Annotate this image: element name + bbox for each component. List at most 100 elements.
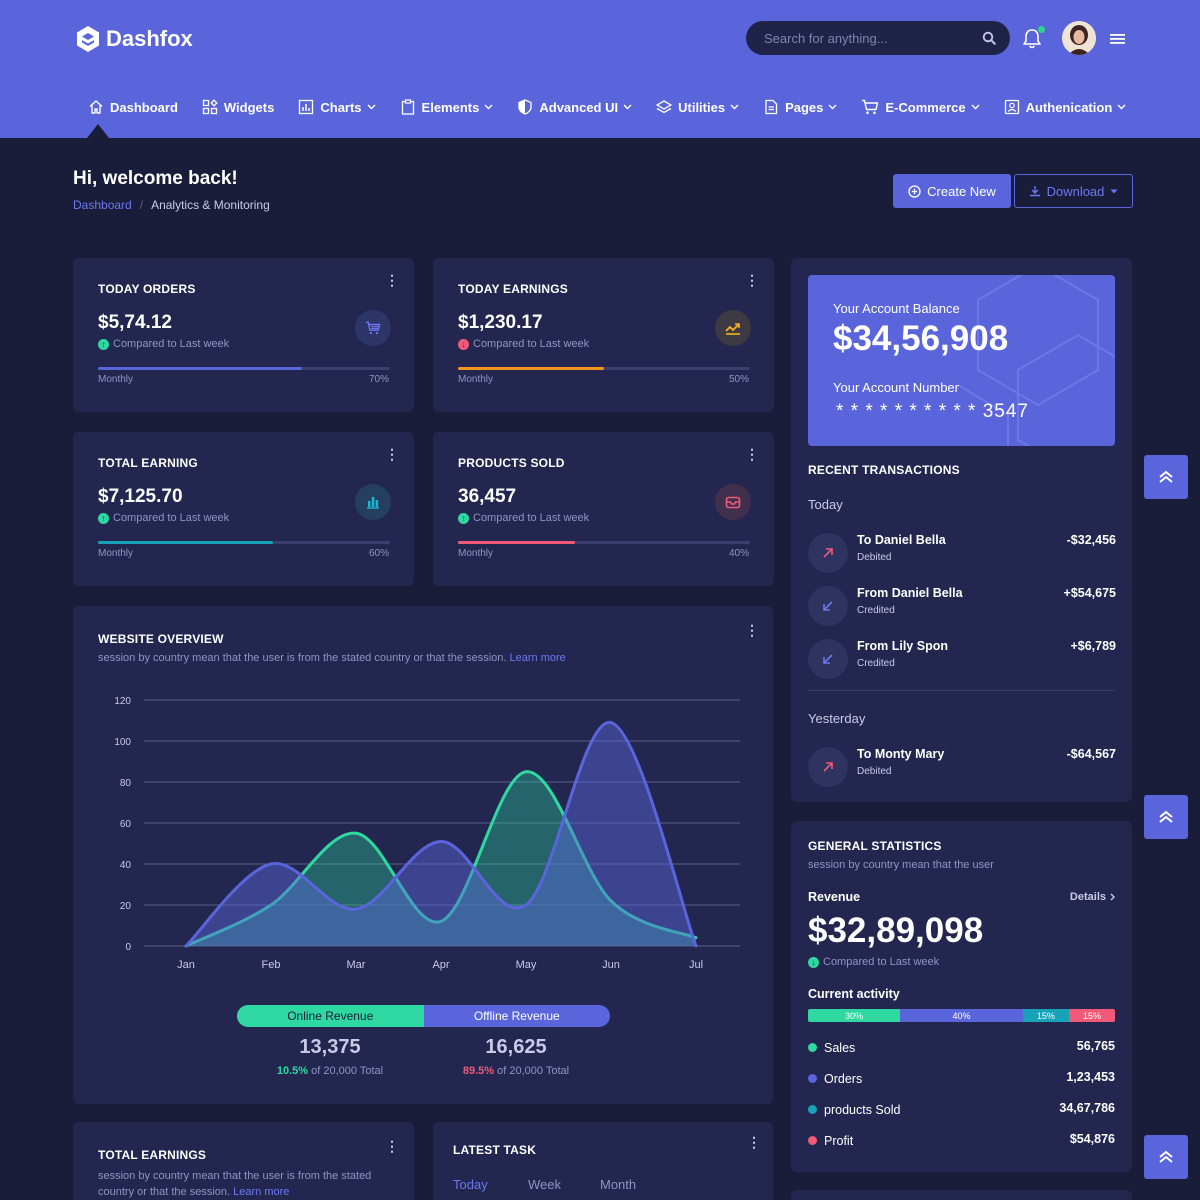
tab-today[interactable]: Today xyxy=(453,1177,488,1192)
learn-more-link[interactable]: Learn more xyxy=(233,1186,290,1198)
search-bar[interactable] xyxy=(746,21,1010,55)
nav-item-authentication[interactable]: Authenication xyxy=(1004,99,1127,115)
series-area xyxy=(186,722,696,946)
online-revenue-pill[interactable]: Online Revenue xyxy=(237,1005,424,1027)
legend-dot xyxy=(808,1043,817,1052)
data-point xyxy=(184,944,188,948)
online-total: of 20,000 Total xyxy=(311,1065,384,1077)
breadcrumb-link-dashboard[interactable]: Dashboard xyxy=(73,198,132,212)
nav-item-ecommerce[interactable]: E-Commerce xyxy=(861,99,980,115)
plus-circle-icon xyxy=(908,184,921,198)
stat-progress-fill xyxy=(98,541,274,544)
data-point xyxy=(694,936,698,940)
nav-item-pages[interactable]: Pages xyxy=(763,99,837,115)
nav-label: Dashboard xyxy=(110,99,178,115)
x-tick-label: Jun xyxy=(602,959,620,971)
nav-item-charts[interactable]: Charts xyxy=(298,99,376,115)
yesterday-label: Yesterday xyxy=(808,711,866,726)
series-area xyxy=(186,771,696,946)
activity-label: products Sold xyxy=(824,1103,901,1117)
transaction-name: To Monty Mary xyxy=(857,747,945,761)
activity-row: products Sold 34,67,786 xyxy=(808,1101,1115,1119)
transaction-status: Debited xyxy=(857,552,892,563)
transactions-title: RECENT TRANSACTIONS xyxy=(808,463,960,477)
total-earnings-title: TOTAL EARNINGS xyxy=(98,1148,207,1162)
scroll-up-button[interactable] xyxy=(1144,1135,1188,1179)
stat-progress-fill xyxy=(458,367,604,370)
transaction-item[interactable]: From Daniel Bella Credited +$54,675 xyxy=(808,584,1116,628)
online-revenue-value: 13,375 xyxy=(299,1036,361,1058)
balance-value: $34,56,908 xyxy=(833,319,1009,358)
nav-item-advanced-ui[interactable]: Advanced UI xyxy=(517,99,632,115)
transaction-name: From Daniel Bella xyxy=(857,586,963,600)
stat-period: Monthly xyxy=(458,374,494,385)
nav-label: Utilities xyxy=(678,99,726,115)
double-chevron-up-icon xyxy=(1158,1150,1174,1164)
data-point xyxy=(354,831,358,835)
kebab-menu-icon[interactable]: ⋮ xyxy=(745,446,759,462)
latest-task-card: LATEST TASK ⋮ Today Week Month xyxy=(433,1122,773,1200)
stat-value: $5,74.12 xyxy=(98,312,172,333)
general-stats-subtitle: session by country mean that the user xyxy=(808,859,994,871)
cart-icon xyxy=(355,310,391,346)
tab-month[interactable]: Month xyxy=(600,1177,637,1192)
account-number-label: Your Account Number xyxy=(833,380,959,395)
arrow-down-circle-icon: ↓ xyxy=(808,956,819,968)
search-input[interactable] xyxy=(764,30,982,46)
data-point xyxy=(439,919,443,923)
brand-logo[interactable]: Dashfox xyxy=(76,25,193,53)
stat-compare-text: Compared to Last week xyxy=(473,512,590,524)
nav-label: Charts xyxy=(320,99,362,115)
stat-progress xyxy=(458,541,750,544)
nav-label: Elements xyxy=(421,99,480,115)
kebab-menu-icon[interactable]: ⋮ xyxy=(747,1134,761,1150)
offline-revenue-pill[interactable]: Offline Revenue xyxy=(423,1005,610,1027)
kebab-menu-icon[interactable]: ⋮ xyxy=(385,1138,399,1154)
trend-up-icon: ↑ xyxy=(98,338,109,350)
stat-percent: 60% xyxy=(368,548,389,559)
tab-week[interactable]: Week xyxy=(528,1177,561,1192)
transaction-item[interactable]: From Lily Spon Credited +$6,789 xyxy=(808,637,1116,681)
activity-segment: 40% xyxy=(900,1009,1023,1022)
scroll-up-button[interactable] xyxy=(1144,455,1188,499)
legend-dot xyxy=(808,1105,817,1114)
kebab-menu-icon[interactable]: ⋮ xyxy=(385,272,399,288)
scroll-up-button[interactable] xyxy=(1144,795,1188,839)
menu-icon[interactable] xyxy=(1110,32,1126,46)
overview-subtitle: session by country mean that the user is… xyxy=(98,652,566,664)
chevron-down-icon xyxy=(484,104,493,110)
stat-compare: ↑ Compared to Last week xyxy=(98,512,229,524)
legend-dot xyxy=(808,1074,817,1083)
kebab-menu-icon[interactable]: ⋮ xyxy=(385,446,399,462)
transaction-item[interactable]: To Daniel Bella Debited -$32,456 xyxy=(808,531,1116,575)
balance-label: Your Account Balance xyxy=(833,301,960,316)
download-button[interactable]: Download xyxy=(1014,174,1133,208)
search-icon[interactable] xyxy=(982,31,996,45)
activity-label: Profit xyxy=(824,1134,854,1148)
nav-label: Pages xyxy=(785,99,824,115)
current-activity-label: Current activity xyxy=(808,987,900,1001)
nav-item-widgets[interactable]: Widgets xyxy=(202,99,274,115)
details-label: Details xyxy=(1069,891,1106,903)
nav-item-elements[interactable]: Elements xyxy=(400,99,494,115)
main-nav: Dashboard Widgets Charts Elements Advanc… xyxy=(88,96,1150,118)
bar-chart-icon xyxy=(355,484,391,520)
stat-title: TOTAL EARNING xyxy=(98,456,198,470)
transaction-item[interactable]: To Monty Mary Debited -$64,567 xyxy=(808,745,1116,789)
nav-label: Advanced UI xyxy=(539,99,619,115)
create-new-button[interactable]: Create New xyxy=(893,174,1011,208)
nav-item-utilities[interactable]: Utilities xyxy=(656,99,739,115)
activity-bar: 30% 40% 15% 15% xyxy=(808,1009,1115,1022)
transaction-status: Credited xyxy=(857,658,895,669)
kebab-menu-icon[interactable]: ⋮ xyxy=(745,272,759,288)
user-avatar[interactable] xyxy=(1062,21,1096,55)
bell-icon[interactable] xyxy=(1022,28,1042,50)
x-tick-label: Apr xyxy=(432,959,449,971)
details-link[interactable]: Details xyxy=(1070,891,1115,903)
nav-item-dashboard[interactable]: Dashboard xyxy=(88,99,178,115)
breadcrumb-separator: / xyxy=(139,198,144,212)
learn-more-link[interactable]: Learn more xyxy=(509,652,566,664)
y-tick-label: 60 xyxy=(120,819,132,830)
activity-label: Orders xyxy=(824,1072,863,1086)
home-icon xyxy=(88,99,104,115)
